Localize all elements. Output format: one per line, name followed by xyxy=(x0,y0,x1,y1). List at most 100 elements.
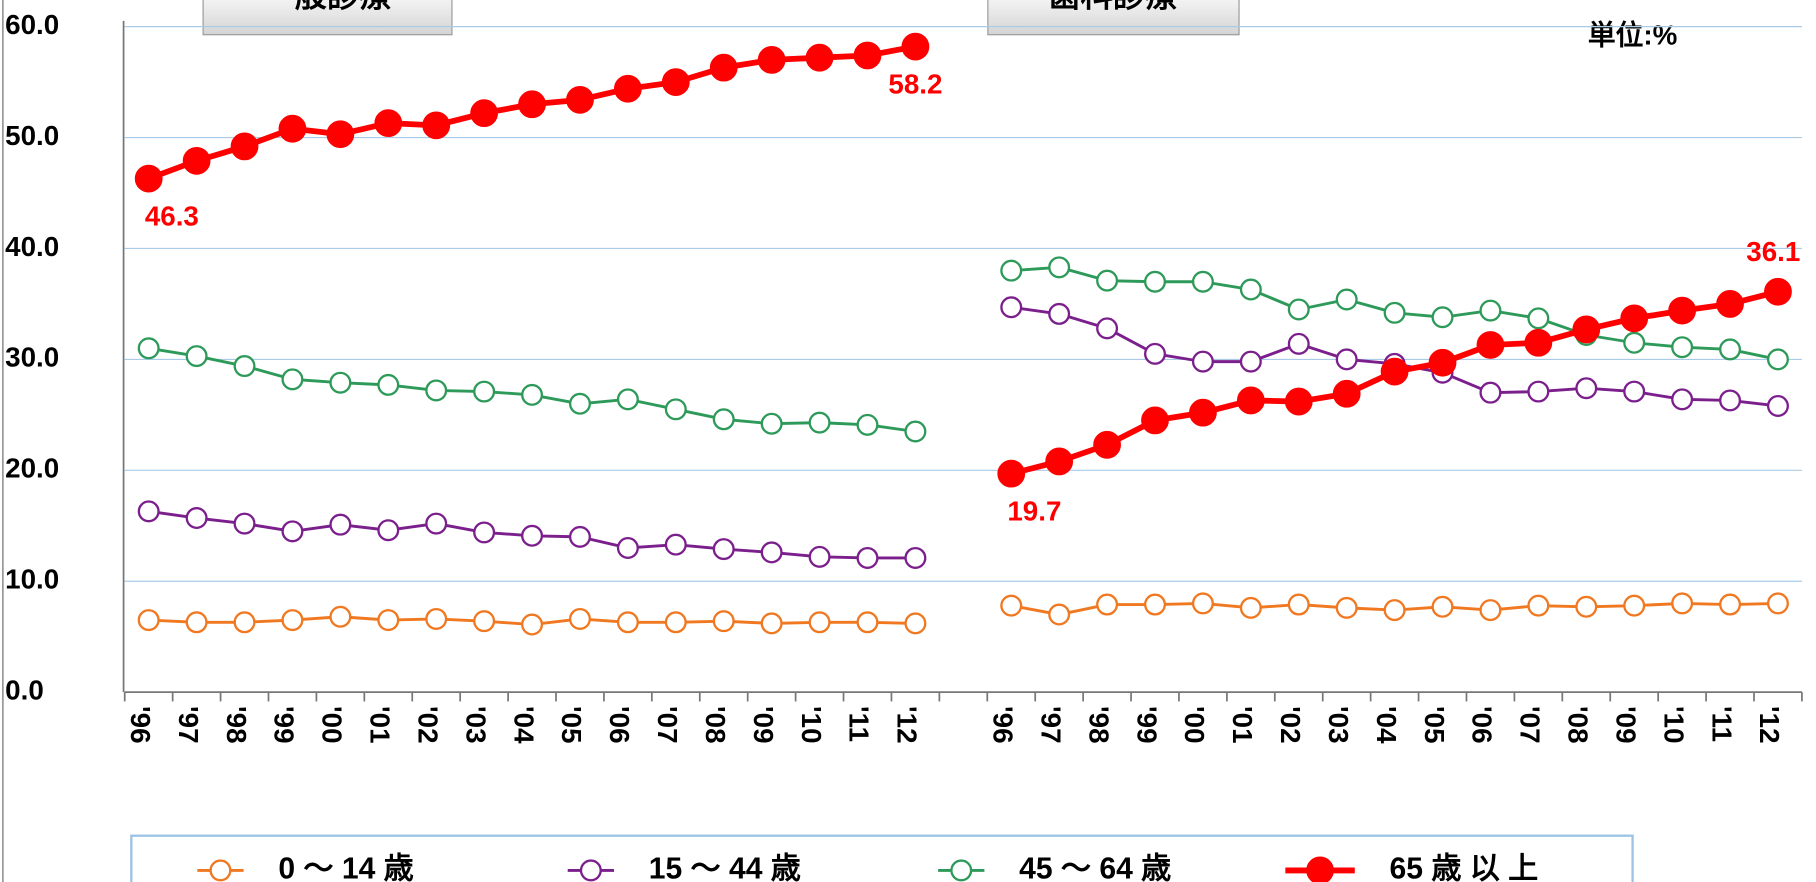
panel-title: 一般診療 xyxy=(262,0,392,13)
data-point xyxy=(1764,277,1792,306)
data-label: 36.1 xyxy=(1746,236,1800,267)
legend-label: 65 歳 以 上 xyxy=(1390,852,1539,882)
data-point xyxy=(425,512,448,535)
data-point xyxy=(1716,290,1744,318)
data-point xyxy=(1719,338,1742,361)
data-point xyxy=(1671,336,1694,359)
y-tick-label: 40.0 xyxy=(5,231,59,262)
data-point xyxy=(1284,387,1313,416)
data-point xyxy=(997,459,1026,488)
x-tick-label: '04 xyxy=(1371,706,1402,744)
data-point xyxy=(473,521,496,544)
data-point xyxy=(422,111,451,140)
data-point xyxy=(808,611,831,634)
x-tick-label: '07 xyxy=(652,706,683,744)
data-point xyxy=(616,388,639,411)
x-tick-label: '99 xyxy=(269,706,300,744)
data-point xyxy=(326,120,355,149)
x-tick-label: '12 xyxy=(892,706,923,744)
data-point xyxy=(616,611,639,634)
data-point xyxy=(1000,594,1023,617)
data-point xyxy=(1236,386,1265,415)
data-point xyxy=(1144,270,1167,293)
data-point xyxy=(1096,317,1119,340)
data-point xyxy=(1620,304,1649,333)
x-tick-label: '98 xyxy=(1083,706,1114,744)
data-point xyxy=(233,512,256,535)
data-point xyxy=(1575,595,1598,618)
data-point xyxy=(1287,332,1310,355)
x-tick-label: '11 xyxy=(844,706,875,742)
y-tick-label: 20.0 xyxy=(5,453,59,484)
y-tick-label: 10.0 xyxy=(5,564,59,595)
data-point xyxy=(901,32,930,61)
data-point xyxy=(473,380,496,403)
data-point xyxy=(1479,381,1502,404)
x-tick-label: '07 xyxy=(1515,706,1546,744)
data-point xyxy=(805,43,834,72)
panel-title-box xyxy=(202,0,453,36)
data-point xyxy=(1191,270,1214,293)
y-tick-label: 30.0 xyxy=(5,342,59,373)
data-point xyxy=(518,90,546,119)
y-tick-label: 0.0 xyxy=(5,675,44,706)
data-point xyxy=(1431,595,1454,618)
panel-title-box xyxy=(987,0,1240,36)
x-tick-label: '01 xyxy=(365,706,396,744)
data-point xyxy=(281,520,304,543)
legend-marker xyxy=(950,859,973,882)
data-point xyxy=(568,607,591,630)
legend-marker xyxy=(579,859,602,882)
data-point xyxy=(1719,593,1742,616)
data-point xyxy=(134,164,163,193)
data-point xyxy=(760,412,783,435)
data-point xyxy=(1428,348,1457,377)
data-point xyxy=(664,398,687,421)
data-point xyxy=(853,41,882,70)
x-tick-label: '03 xyxy=(1323,706,1354,744)
unit-label: 単位:% xyxy=(1588,19,1677,50)
x-tick-label: '05 xyxy=(556,706,587,744)
data-point xyxy=(1048,302,1071,325)
data-point xyxy=(1335,596,1358,619)
x-tick-label: '12 xyxy=(1754,706,1785,744)
data-point xyxy=(856,611,879,634)
data-point xyxy=(1527,307,1550,330)
data-point xyxy=(1479,599,1502,622)
data-label: 58.2 xyxy=(888,68,942,99)
data-point xyxy=(185,507,208,530)
data-point xyxy=(1000,259,1023,282)
data-label: 46.3 xyxy=(145,200,199,231)
data-point xyxy=(374,109,403,138)
data-point xyxy=(233,355,256,378)
data-point xyxy=(1191,350,1214,373)
y-tick-label: 50.0 xyxy=(5,120,59,151)
data-point xyxy=(1671,388,1694,411)
data-point xyxy=(521,524,544,547)
data-point xyxy=(1524,328,1553,357)
data-point xyxy=(1335,288,1358,311)
data-point xyxy=(856,413,879,436)
data-point xyxy=(1239,278,1262,301)
data-point xyxy=(185,345,208,368)
data-point xyxy=(185,611,208,634)
data-point xyxy=(425,607,448,630)
data-point xyxy=(329,371,352,394)
x-tick-label: '99 xyxy=(1131,706,1162,744)
data-point xyxy=(1048,603,1071,626)
data-point xyxy=(281,368,304,391)
data-point xyxy=(1093,430,1121,459)
data-point xyxy=(712,538,735,561)
x-tick-label: '97 xyxy=(1035,706,1066,744)
data-label: 19.7 xyxy=(1007,495,1061,526)
data-point xyxy=(377,609,400,632)
data-point xyxy=(182,146,211,175)
data-point xyxy=(1239,350,1262,373)
data-point xyxy=(856,546,879,569)
data-point xyxy=(664,533,687,556)
data-point xyxy=(616,536,639,559)
data-point xyxy=(470,99,499,128)
x-tick-label: '02 xyxy=(412,706,443,744)
x-tick-label: '06 xyxy=(604,706,635,744)
